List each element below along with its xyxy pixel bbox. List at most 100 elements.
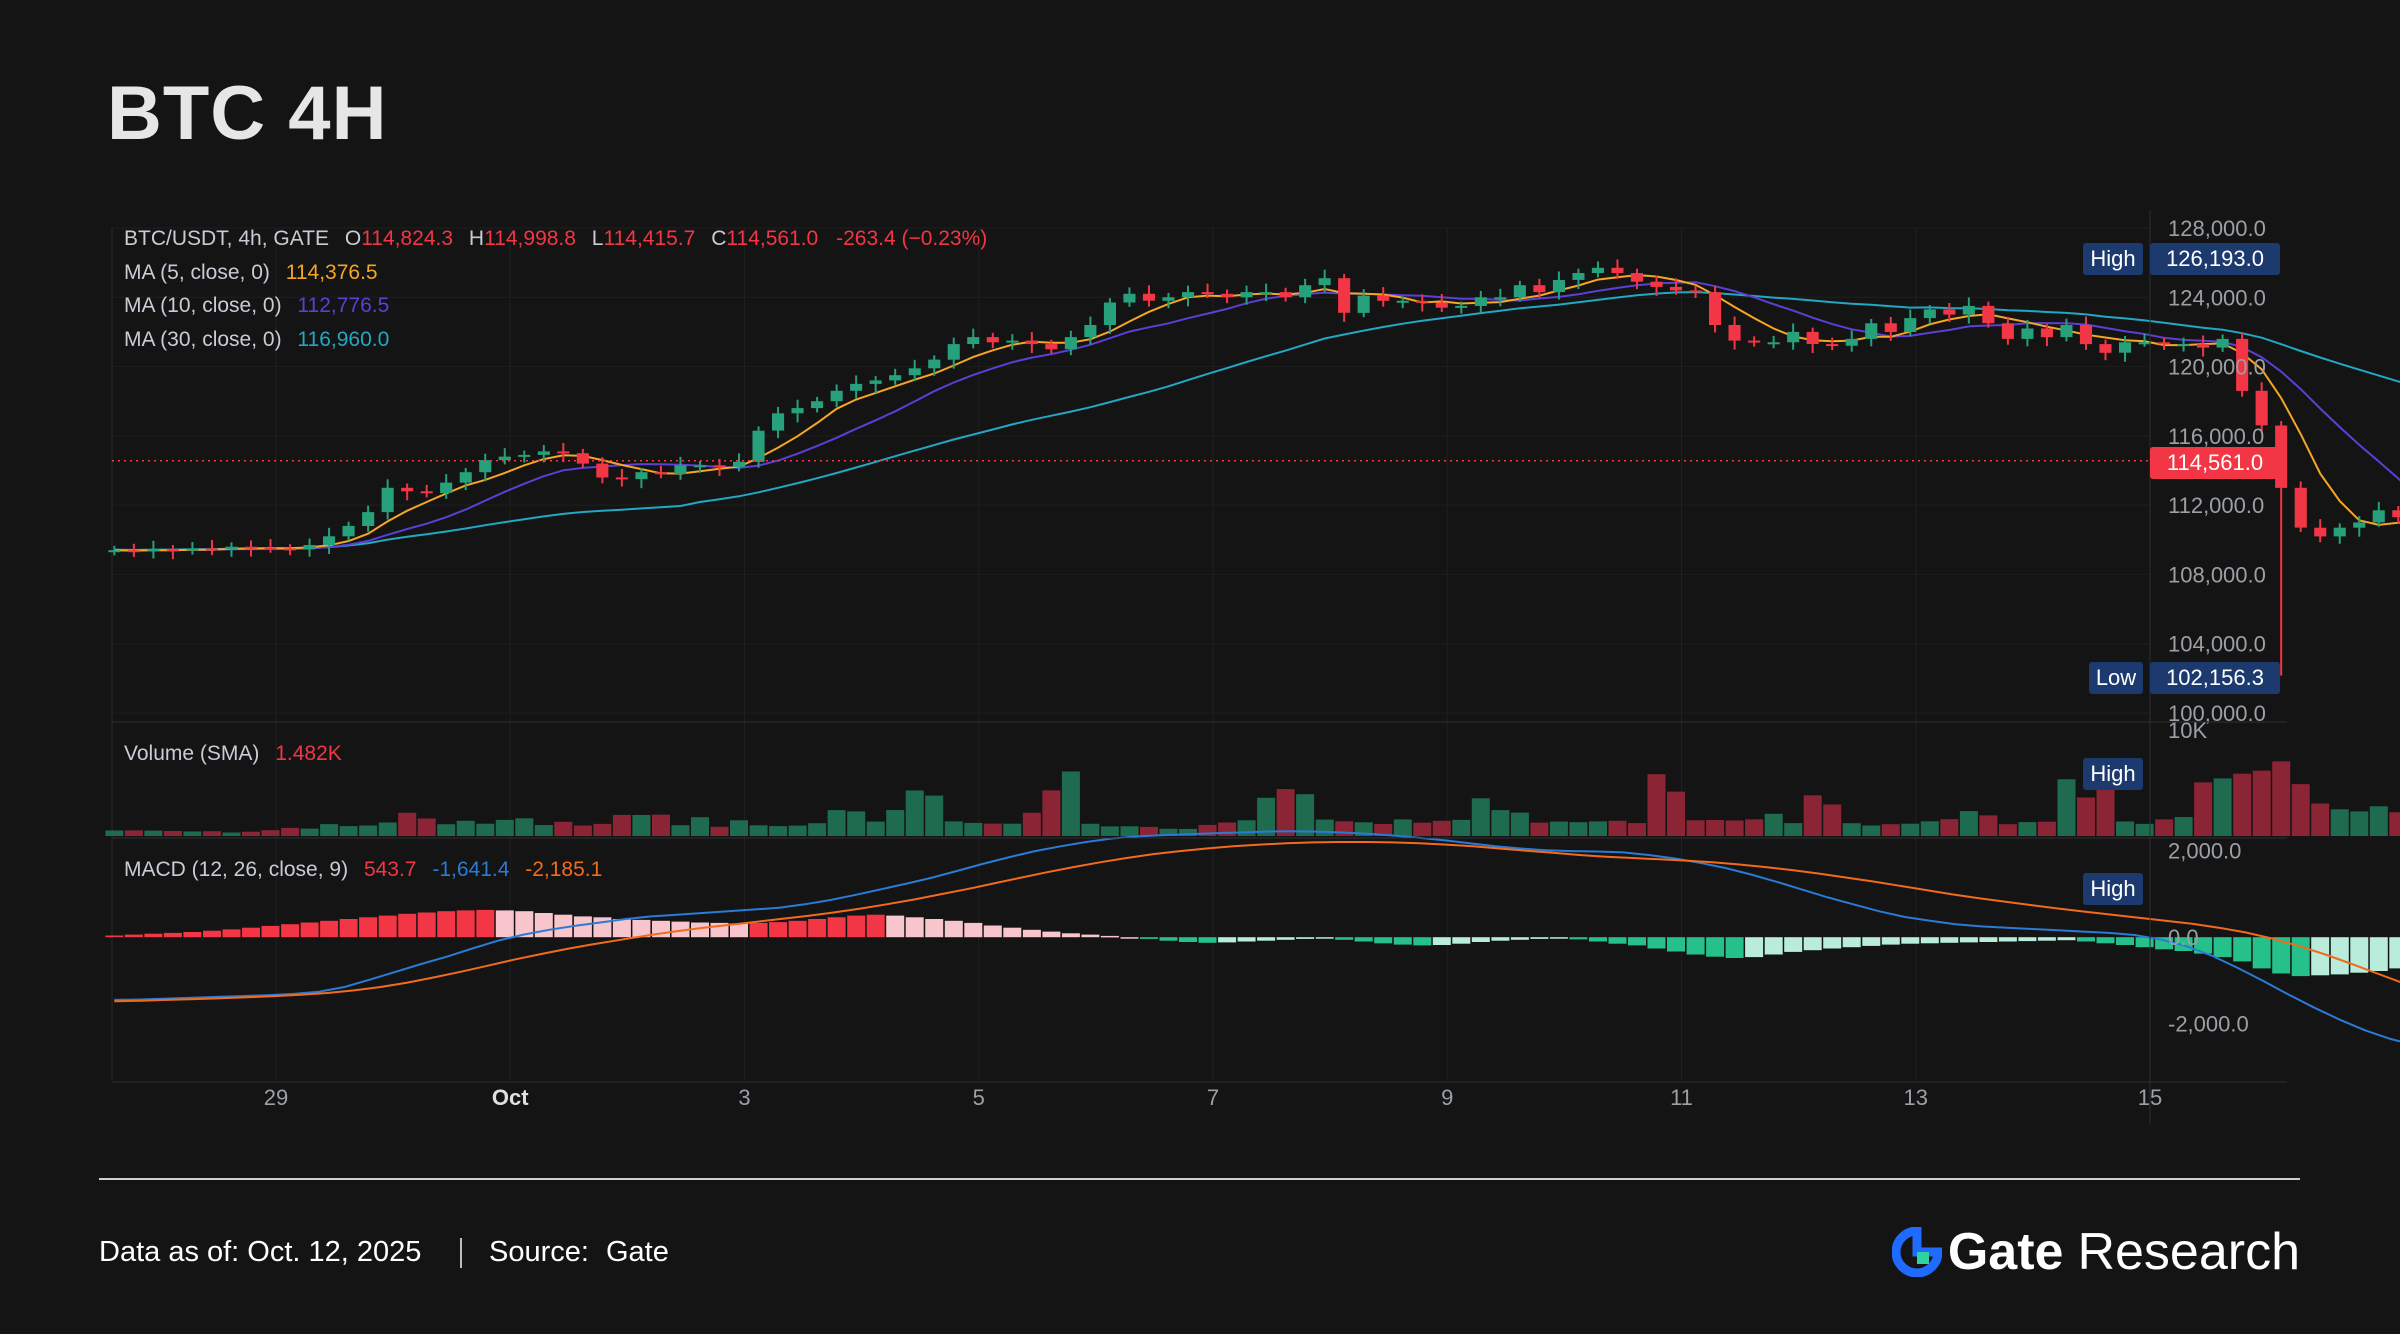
macd-histogram-bar <box>2037 937 2056 941</box>
candle-body <box>2333 527 2346 537</box>
volume-bar <box>1628 823 1646 836</box>
candles <box>108 259 2400 676</box>
candle-body <box>2099 344 2112 353</box>
macd-histogram-bar <box>1608 937 1627 944</box>
candle-body <box>323 536 336 545</box>
macd-histogram-bar <box>359 917 378 938</box>
volume-bar <box>925 795 944 836</box>
macd-high-badge: High <box>2083 873 2143 905</box>
macd-histogram-bar <box>612 919 631 938</box>
volume-bar <box>1842 823 1861 836</box>
macd-histogram-bar <box>2291 937 2310 977</box>
candle-body <box>518 454 531 457</box>
candle-body <box>2294 487 2307 528</box>
low-badge-label: Low <box>2096 665 2136 690</box>
candle-body <box>1572 273 1585 280</box>
macd-histogram-bar <box>1120 937 1139 939</box>
volume-bar <box>2369 806 2388 836</box>
candle-body <box>479 460 492 473</box>
candle-body <box>1845 338 1858 346</box>
candle-body <box>733 461 746 467</box>
macd-histogram-bar <box>1686 937 1705 955</box>
legend-symbol: BTC/USDT, 4h, GATE <box>124 227 329 250</box>
candle-body <box>498 456 511 461</box>
x-tick-label: 7 <box>1207 1085 1219 1110</box>
volume-bar <box>456 820 475 836</box>
macd-histogram-bar <box>339 919 358 938</box>
macd-histogram-bar <box>476 909 495 938</box>
volume-bar <box>2213 778 2232 836</box>
candle-body <box>674 465 687 474</box>
volume-bar <box>1608 820 1627 836</box>
volume-bar <box>1745 819 1764 836</box>
volume-bar <box>1784 823 1803 836</box>
volume-bar <box>417 818 436 836</box>
price-tick-label: 104,000.0 <box>2168 632 2266 657</box>
volume-bar <box>183 831 202 836</box>
macd-histogram-bar <box>671 921 690 938</box>
candle-body <box>1084 325 1097 338</box>
grid-lines <box>111 227 2151 1080</box>
volume-bar <box>1959 811 1978 836</box>
macd-histogram-bar <box>1901 937 1920 944</box>
candle-body <box>1045 344 1058 350</box>
volume-bar <box>1491 810 1510 836</box>
btc-4h-chart[interactable]: 29 Oct 3 5 7 9 11 13 15128,000.0124,000.0120,000… <box>0 0 2400 1180</box>
volume-bar <box>261 830 280 836</box>
volume-bar <box>1296 794 1315 836</box>
candle-body <box>381 487 394 513</box>
candle-body <box>908 368 921 376</box>
macd-histogram-bar <box>925 919 944 938</box>
candle-body <box>537 451 550 455</box>
macd-histogram-bar <box>573 916 592 938</box>
legend-low-label: L <box>592 227 604 250</box>
candle-body <box>244 546 257 549</box>
macd-histogram-bar <box>1354 937 1373 942</box>
macd-histogram-bar <box>495 910 514 938</box>
macd-histogram-bar <box>866 914 885 938</box>
volume-bar <box>905 790 924 836</box>
volume-high-label: High <box>2090 761 2135 786</box>
candle-body <box>576 453 589 464</box>
footer-source: Gate <box>606 1236 669 1268</box>
macd-histogram-bar <box>964 922 983 938</box>
candle-body <box>1709 292 1722 325</box>
legend-open: 114,824.3 <box>361 227 453 250</box>
volume-bar <box>710 826 729 836</box>
macd-histogram-bar <box>2272 937 2291 974</box>
legend-ma30-value: 116,960.0 <box>297 328 389 351</box>
volume-bar <box>144 830 163 836</box>
volume-bar <box>300 828 319 836</box>
volume-high-badge: High <box>2083 758 2143 790</box>
candle-body <box>1162 297 1175 301</box>
candle-body <box>772 413 785 431</box>
candle-body <box>1279 292 1292 298</box>
macd-histogram-bar <box>1374 937 1393 944</box>
macd-histogram-bar <box>281 924 300 938</box>
high-badge-value: 126,193.0 <box>2166 246 2264 271</box>
candle-body <box>1221 293 1234 298</box>
volume-bar <box>2077 797 2095 836</box>
ma30-line-group <box>114 291 2400 552</box>
candle-body <box>1260 292 1273 295</box>
candle-body <box>1767 342 1780 345</box>
svg-text:MA (5, close, 0) 114,376.5: MA (5, close, 0) 114,376.5 <box>124 261 378 284</box>
macd-histogram-bar <box>1140 937 1158 939</box>
macd-histogram-bar <box>1706 937 1725 957</box>
volume-bar <box>2330 809 2349 836</box>
macd-histogram-bar <box>1881 937 1900 945</box>
candle-body <box>1689 290 1702 293</box>
candle-body <box>1299 285 1312 298</box>
candle-body <box>459 472 472 483</box>
macd-histogram-bar <box>261 925 280 938</box>
candle-body <box>869 380 882 384</box>
legend-ma10-value: 112,776.5 <box>297 294 389 317</box>
macd-histogram-bar <box>730 923 748 938</box>
candle-body <box>284 548 297 551</box>
volume-bar <box>1315 819 1334 836</box>
candle-body <box>1240 292 1253 298</box>
legend-macd-value-2: -1,641.4 <box>432 858 509 881</box>
candle-body <box>1025 340 1038 345</box>
candle-body <box>1338 278 1351 313</box>
volume-bar <box>2291 784 2310 836</box>
